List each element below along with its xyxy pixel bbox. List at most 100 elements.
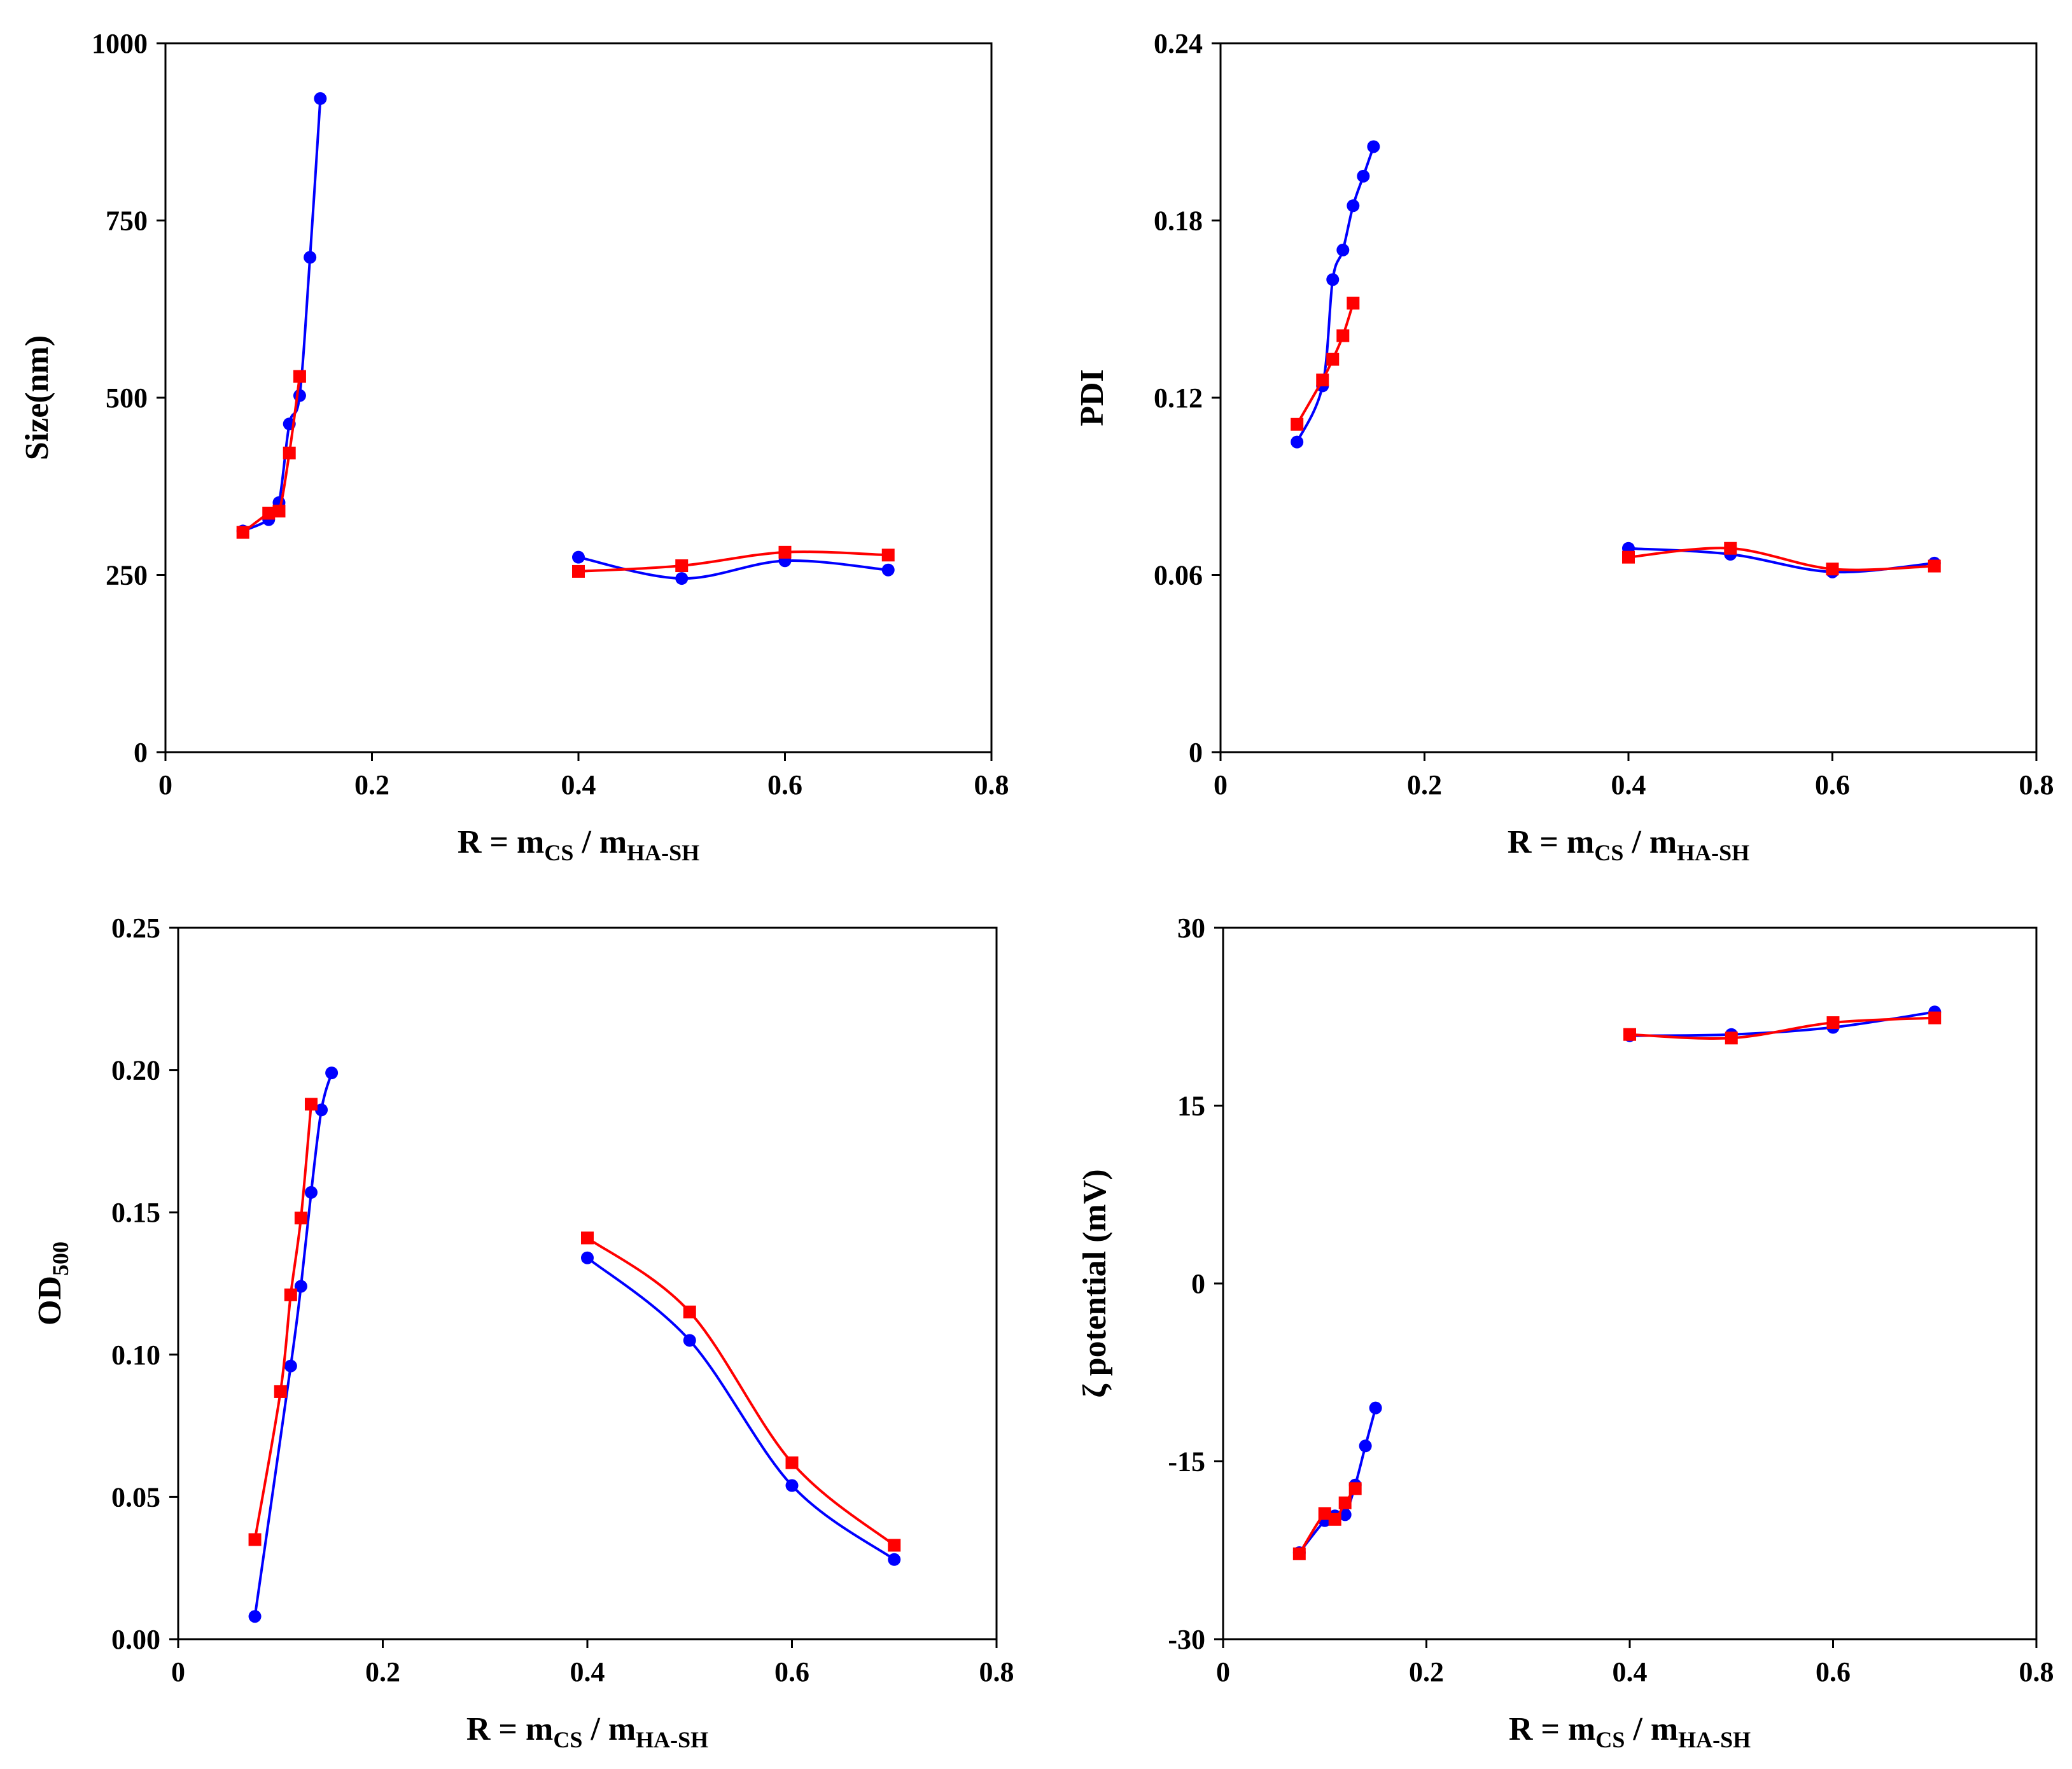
y-axis-title: ζ potential (mV) <box>1077 1169 1113 1397</box>
y-axis-title-subscript: 500 <box>48 1241 73 1276</box>
x-tick-label: 0.4 <box>570 1656 605 1688</box>
y-tick-label: 30 <box>1177 912 1205 944</box>
series-blue-circles <box>236 92 895 585</box>
x-axis-title-part: R = m <box>1509 1711 1596 1747</box>
data-point <box>1328 1513 1341 1526</box>
data-point <box>304 1185 318 1199</box>
data-point <box>675 559 689 573</box>
x-tick-label: 0.8 <box>2019 769 2054 801</box>
data-point <box>581 1231 594 1245</box>
x-axis-title-part: / m <box>573 824 627 860</box>
chart-zeta: 0 0.2 0.4 0.6 0.8 -30 -15 0 15 30 R = mCS / mHA-SH… <box>1077 912 2054 1752</box>
y-tick-label: 250 <box>106 560 148 591</box>
x-axis-title: R = mCS / mHA-SH <box>1509 1711 1751 1752</box>
data-point <box>1316 374 1329 387</box>
x-tick-label: 0 <box>171 1656 185 1688</box>
data-point <box>248 1533 262 1546</box>
data-point <box>1347 199 1360 213</box>
series-line <box>253 1104 312 1540</box>
data-point <box>293 389 306 402</box>
series-line <box>586 1236 895 1546</box>
data-point <box>1928 559 1941 573</box>
data-point <box>1336 243 1350 256</box>
data-point <box>293 370 306 383</box>
series-red-squares <box>248 1098 901 1552</box>
x-axis-title-part: R = m <box>1508 824 1595 860</box>
x-tick-label: 0.6 <box>1815 769 1850 801</box>
x-axis-title: R = mCS / mHA-SH <box>458 824 699 865</box>
x-axis-title-subscript: CS <box>544 840 573 865</box>
data-point <box>1326 353 1340 366</box>
data-point <box>572 564 585 578</box>
data-point <box>1291 417 1304 431</box>
data-point <box>1338 1508 1352 1521</box>
data-point <box>881 549 895 562</box>
data-point <box>1326 273 1340 286</box>
data-point <box>1357 169 1370 183</box>
data-point <box>1826 1016 1840 1030</box>
x-tick-label: 0.2 <box>354 769 389 801</box>
x-axis-title-subscript: CS <box>553 1727 582 1752</box>
x-tick-label: 0.4 <box>1613 1656 1648 1688</box>
y-tick-label: 1000 <box>92 28 148 59</box>
data-point <box>1359 1439 1372 1453</box>
data-point <box>1348 1482 1362 1495</box>
plot-frame <box>1219 42 2038 753</box>
data-point <box>888 1539 901 1552</box>
series-red-squares <box>236 370 895 578</box>
y-tick-label: 0 <box>134 737 148 768</box>
x-axis-title-subscript: HA-SH <box>636 1727 708 1752</box>
data-point <box>1367 140 1380 153</box>
data-point <box>881 563 895 577</box>
data-point <box>1369 1401 1382 1415</box>
series-line <box>253 1072 333 1617</box>
data-point <box>1292 1547 1306 1560</box>
data-point <box>1623 1028 1636 1041</box>
y-tick-label: 0 <box>1189 737 1203 768</box>
data-point <box>304 1098 318 1111</box>
y-tick-label: 500 <box>106 382 148 414</box>
data-point <box>236 526 249 539</box>
y-tick-label: 0.05 <box>111 1481 160 1513</box>
data-point <box>284 1359 297 1373</box>
chart-od500: 0 0.2 0.4 0.6 0.8 0.00 0.05 0.10 0.15 0.20 0.25 R =… <box>32 912 1014 1752</box>
y-tick-label: 0 <box>1191 1268 1205 1299</box>
x-tick-label: 0.8 <box>979 1656 1014 1688</box>
data-point <box>1928 1011 1942 1024</box>
data-point <box>248 1610 262 1623</box>
y-tick-label: 0.12 <box>1154 382 1203 414</box>
series-line <box>242 98 322 533</box>
data-point <box>294 1212 307 1225</box>
data-point <box>778 545 792 559</box>
series-line <box>1629 1016 1935 1040</box>
x-tick-label: 0.4 <box>561 769 596 801</box>
series-blue-circles <box>248 1066 901 1623</box>
x-axis-title-part: R = m <box>466 1711 554 1747</box>
x-tick-label: 0.6 <box>774 1656 809 1688</box>
x-axis-title-part: / m <box>1625 1711 1678 1747</box>
x-tick-label: 0 <box>1214 769 1228 801</box>
series-red-squares <box>1291 297 1941 576</box>
y-tick-label: 0.00 <box>111 1624 160 1655</box>
x-tick-label: 0.8 <box>974 769 1009 801</box>
y-tick-label: -15 <box>1168 1446 1205 1478</box>
x-tick-label: 0.2 <box>1409 1656 1444 1688</box>
x-axis-title-subscript: CS <box>1594 840 1623 865</box>
data-point <box>785 1479 799 1492</box>
x-tick-label: 0.6 <box>767 769 802 801</box>
x-tick-label: 0.4 <box>1611 769 1646 801</box>
x-axis-title-part: / m <box>1623 824 1677 860</box>
x-axis-title-subscript: CS <box>1595 1727 1625 1752</box>
series-line <box>1628 547 1935 571</box>
data-point <box>888 1553 901 1566</box>
x-axis-title: R = mCS / mHA-SH <box>466 1711 708 1752</box>
x-tick-label: 0.2 <box>365 1656 400 1688</box>
data-point <box>283 446 296 459</box>
data-point <box>325 1066 339 1080</box>
series-line <box>578 556 888 580</box>
chart-pdi: 0 0.2 0.4 0.6 0.8 0 0.06 0.12 0.18 0.24 R = mCS / … <box>1074 28 2054 865</box>
data-point <box>581 1251 594 1264</box>
data-point <box>314 92 327 105</box>
y-tick-label: 0.06 <box>1154 560 1203 591</box>
